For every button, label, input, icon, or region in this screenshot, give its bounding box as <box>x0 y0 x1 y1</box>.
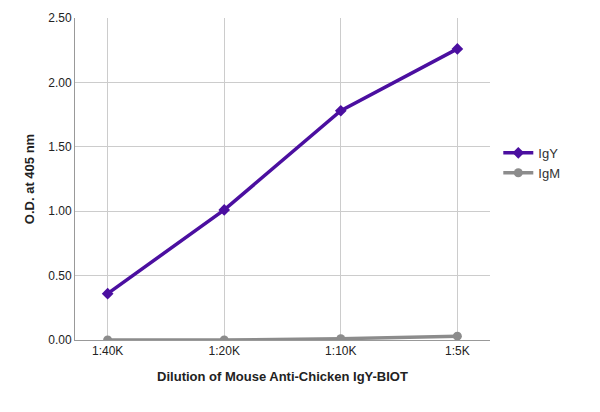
svg-text:1:20K: 1:20K <box>209 344 240 358</box>
svg-text:0.50: 0.50 <box>48 269 72 283</box>
svg-text:IgM: IgM <box>538 166 560 181</box>
svg-text:IgY: IgY <box>538 146 558 161</box>
svg-text:O.D. at 405 nm: O.D. at 405 nm <box>22 134 37 224</box>
svg-text:1:10K: 1:10K <box>325 344 356 358</box>
svg-text:1:5K: 1:5K <box>445 344 470 358</box>
svg-text:1.50: 1.50 <box>48 140 72 154</box>
svg-text:1:40K: 1:40K <box>92 344 123 358</box>
svg-text:2.00: 2.00 <box>48 76 72 90</box>
svg-text:0.00: 0.00 <box>48 333 72 347</box>
svg-text:Dilution of Mouse Anti-Chicken: Dilution of Mouse Anti-Chicken IgY-BIOT <box>157 369 408 384</box>
svg-text:1.00: 1.00 <box>48 204 72 218</box>
svg-text:2.50: 2.50 <box>48 11 72 25</box>
